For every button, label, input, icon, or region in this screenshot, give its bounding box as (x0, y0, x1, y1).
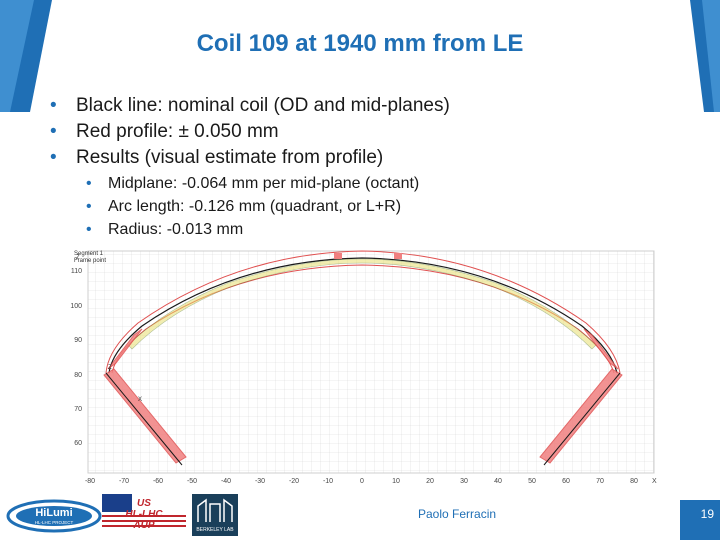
x-tick: 20 (426, 478, 434, 485)
presenter-name: Paolo Ferracin (418, 507, 497, 521)
bullet-item: Results (visual estimate from profile) (50, 145, 450, 171)
y-axis-ticks: 110 100 90 80 70 60 (70, 268, 82, 447)
red-profile-outer (105, 250, 621, 374)
y-tick: 60 (74, 440, 82, 447)
aup-text: AUP (132, 520, 154, 531)
sub-bullet-item: Arc length: -0.126 mm (quadrant, or L+R) (86, 195, 419, 218)
right-upper-leg (583, 328, 619, 370)
marker-z-label: Z (108, 365, 112, 371)
x-tick: 70 (596, 478, 604, 485)
left-midplane-leg (103, 368, 187, 464)
red-profile-inner (111, 264, 615, 374)
y-tick: 90 (74, 337, 82, 344)
top-marker-right (394, 253, 402, 259)
top-marker-left (334, 253, 342, 259)
y-tick: 70 (74, 406, 82, 413)
x-axis-ticks: -80 -70 -60 -50 -40 -30 -20 -10 0 10 20 … (85, 478, 638, 485)
hilumi-text: HiLumi (35, 507, 72, 519)
x-axis-letter: X (652, 478, 657, 485)
legend-segment: Segment 1 (74, 251, 104, 257)
x-tick: 40 (494, 478, 502, 485)
x-tick: 30 (460, 478, 468, 485)
y-tick: 80 (74, 372, 82, 379)
us-text: US (137, 498, 151, 509)
hilumi-logo: HiLumi HL-LHC PROJECT (6, 499, 102, 533)
x-tick: -20 (289, 478, 299, 485)
bullet-item: Black line: nominal coil (OD and mid-pla… (50, 93, 450, 119)
x-tick: 0 (360, 478, 364, 485)
us-hl-lhc-aup-logo: US HL-LHC AUP (102, 494, 186, 531)
hl-lhc-text: HL-LHC (125, 509, 163, 520)
bullet-item: Red profile: ± 0.050 mm (50, 119, 450, 145)
bullet-list: Black line: nominal coil (OD and mid-pla… (50, 93, 450, 171)
nominal-coil-line (108, 257, 618, 374)
coil-profile-plot: Segment 1 Frame point Z 110 100 90 80 70… (68, 245, 658, 485)
x-tick: -40 (221, 478, 231, 485)
x-tick: -60 (153, 478, 163, 485)
page-number: 19 (700, 507, 714, 521)
right-midplane-leg (539, 368, 623, 464)
measured-profile (127, 258, 597, 350)
slide-title: Coil 109 at 1940 mm from LE (196, 30, 524, 57)
corner-decoration-left (0, 0, 52, 112)
x-tick: -50 (187, 478, 197, 485)
x-tick: 60 (562, 478, 570, 485)
sub-bullet-item: Midplane: -0.064 mm per mid-plane (octan… (86, 172, 419, 195)
berkeley-lab-logo: BERKELEY LAB (192, 494, 238, 536)
left-upper-leg (107, 328, 143, 370)
corner-decoration-right (690, 0, 720, 112)
page-number-box (680, 500, 720, 540)
x-tick: 10 (392, 478, 400, 485)
x-tick: -30 (255, 478, 265, 485)
x-tick: 80 (630, 478, 638, 485)
x-tick: 50 (528, 478, 536, 485)
corner-z-label: Z (76, 255, 80, 261)
sub-bullet-list: Midplane: -0.064 mm per mid-plane (octan… (86, 172, 419, 241)
x-tick: -80 (85, 478, 95, 485)
berkeley-text: BERKELEY LAB (196, 527, 234, 533)
marker-x-label: X (138, 397, 142, 403)
y-tick: 110 (71, 268, 82, 275)
x-tick: -70 (119, 478, 129, 485)
y-tick: 100 (70, 303, 82, 310)
x-tick: -10 (323, 478, 333, 485)
hilumi-sub: HL-LHC PROJECT (35, 520, 74, 525)
legend-frame-point: Frame point (74, 258, 106, 264)
sub-bullet-item: Radius: -0.013 mm (86, 218, 419, 241)
